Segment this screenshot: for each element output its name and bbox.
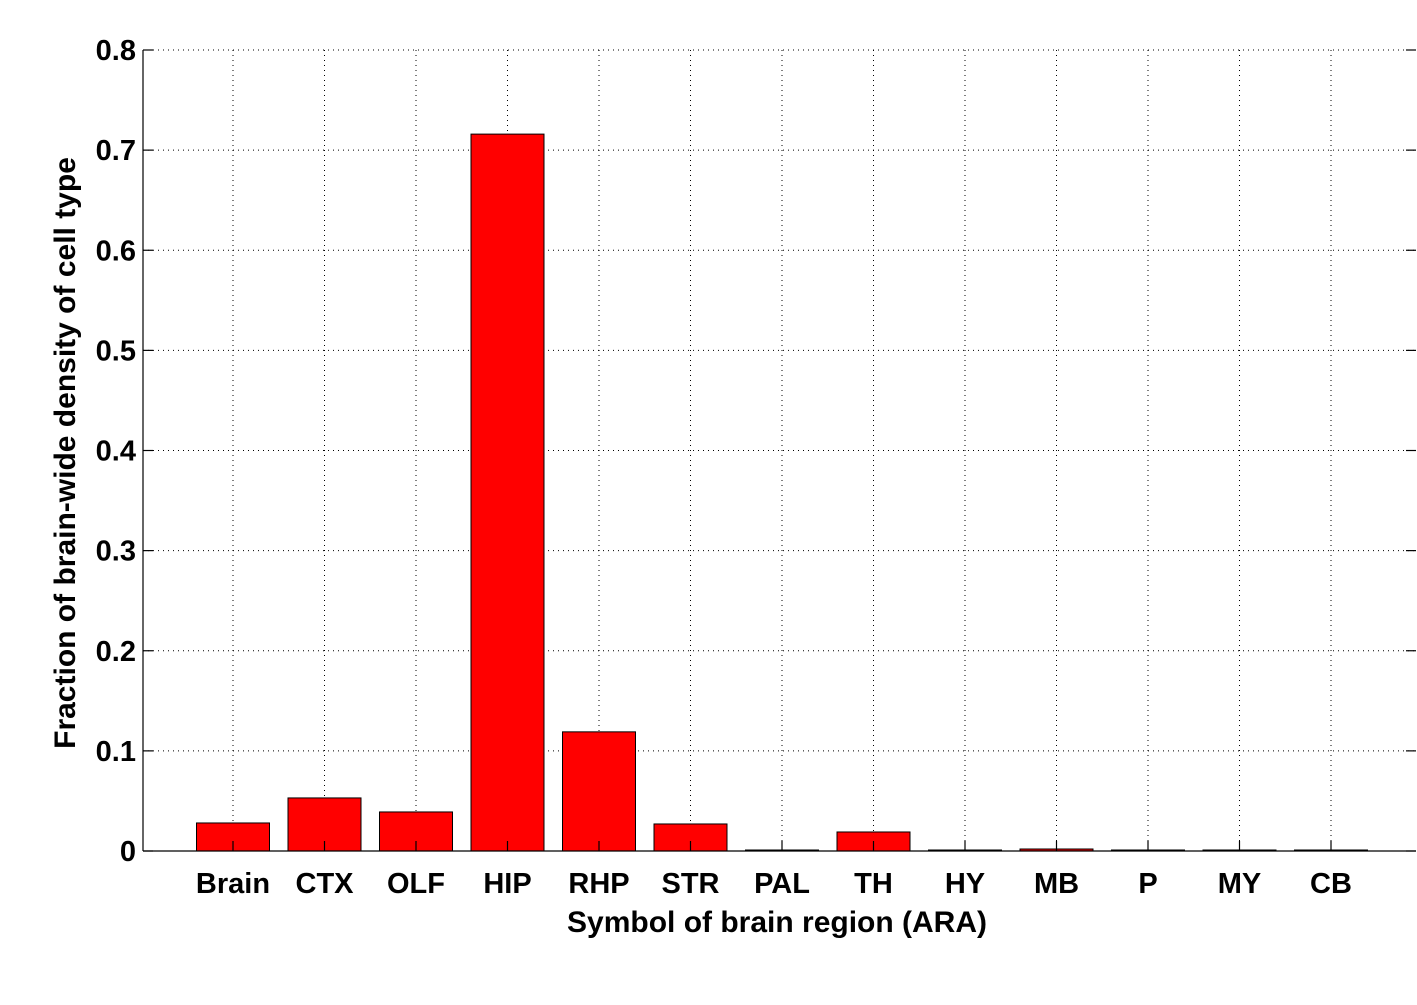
x-axis-label: Symbol of brain region (ARA) [567,906,987,939]
y-tick-label: 0.1 [96,736,136,768]
ticks-layer: 0 0.1 0.2 0.3 0.4 0.5 0.6 0.7 0.8 Brain CTX OLF HIP R… [96,35,1416,900]
y-axis-label: Fraction of brain-wide density of cell t… [49,157,82,749]
x-tick-label: TH [854,868,893,900]
x-tick-label: RHP [568,868,629,900]
y-tick-label: 0.7 [96,135,136,167]
y-tick-label: 0.6 [96,235,136,267]
x-tick-label: P [1138,868,1157,900]
y-tick-label: 0.3 [96,536,136,568]
x-tick-label: MY [1218,868,1262,900]
y-tick-label: 0.4 [96,436,136,468]
bar-hip [470,133,545,852]
x-tick-label: HIP [483,868,531,900]
y-tick-label: 0.8 [96,35,136,67]
grid-layer [143,49,1416,851]
x-tick-label: STR [662,868,720,900]
bars-layer [196,133,1368,852]
x-tick-label: OLF [387,868,445,900]
x-tick-label: Brain [196,868,270,900]
x-tick-label: MB [1034,868,1079,900]
x-tick-label: CB [1310,868,1352,900]
y-tick-label: 0 [120,836,136,868]
x-tick-label: CTX [296,868,355,900]
y-tick-label: 0.5 [96,335,136,367]
x-tick-label: HY [945,868,985,900]
y-tick-label: 0.2 [96,636,136,668]
bar-rhp [562,731,636,852]
x-tick-label: PAL [754,868,810,900]
